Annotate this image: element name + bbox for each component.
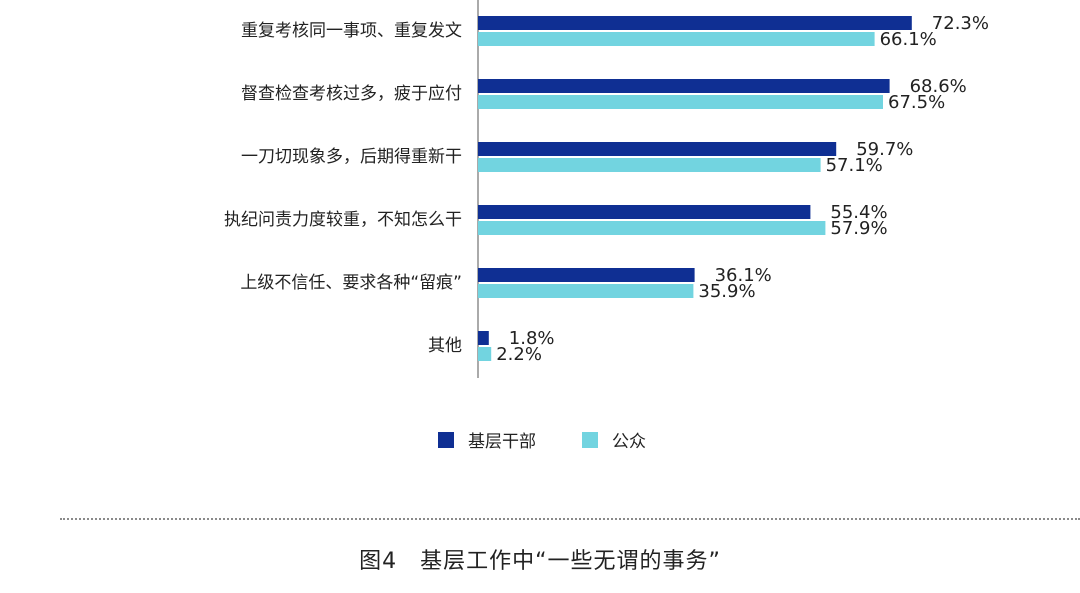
data-label: 59.7% <box>856 139 913 160</box>
dotted-divider <box>60 518 1080 520</box>
bar-series-1 <box>478 16 912 30</box>
data-label: 67.5% <box>888 92 945 113</box>
data-label: 55.4% <box>830 202 887 223</box>
legend-label: 基层干部 <box>468 432 536 452</box>
bar-series-2 <box>478 32 875 46</box>
data-label: 2.2% <box>496 344 542 365</box>
category-label: 执纪问责力度较重，不知怎么干 <box>224 210 462 230</box>
bar-series-1 <box>478 142 837 156</box>
data-label: 57.1% <box>826 155 883 176</box>
data-label: 66.1% <box>880 29 937 50</box>
data-label: 57.9% <box>830 218 887 239</box>
data-label: 35.9% <box>698 281 755 302</box>
data-label: 1.8% <box>509 328 555 349</box>
bar-series-1 <box>478 205 811 219</box>
bar-series-1 <box>478 79 890 93</box>
bar-series-1 <box>478 268 695 282</box>
category-label: 上级不信任、要求各种“留痕” <box>240 273 462 293</box>
category-label: 其他 <box>428 336 462 356</box>
bar-series-1 <box>478 331 489 345</box>
bar-series-2 <box>478 95 883 109</box>
category-label: 重复考核同一事项、重复发文 <box>241 21 462 41</box>
data-label: 36.1% <box>715 265 772 286</box>
data-label: 68.6% <box>910 76 967 97</box>
category-label: 一刀切现象多，后期得重新干 <box>241 147 462 167</box>
figure-caption: 图4 基层工作中“一些无谓的事务” <box>359 549 721 574</box>
bar-series-2 <box>478 347 492 361</box>
bar-series-2 <box>478 221 826 235</box>
bar-series-2 <box>478 158 821 172</box>
bar-series-2 <box>478 284 694 298</box>
legend-label: 公众 <box>612 432 646 452</box>
data-label: 72.3% <box>932 13 989 34</box>
legend-swatch-series-1 <box>438 432 454 448</box>
category-label: 督查检查考核过多，疲于应付 <box>241 84 462 104</box>
bar-chart: 重复考核同一事项、重复发文 72.3%66.1% 督查检查考核过多，疲于应付 68.6… <box>224 0 989 452</box>
legend-swatch-series-2 <box>582 432 598 448</box>
